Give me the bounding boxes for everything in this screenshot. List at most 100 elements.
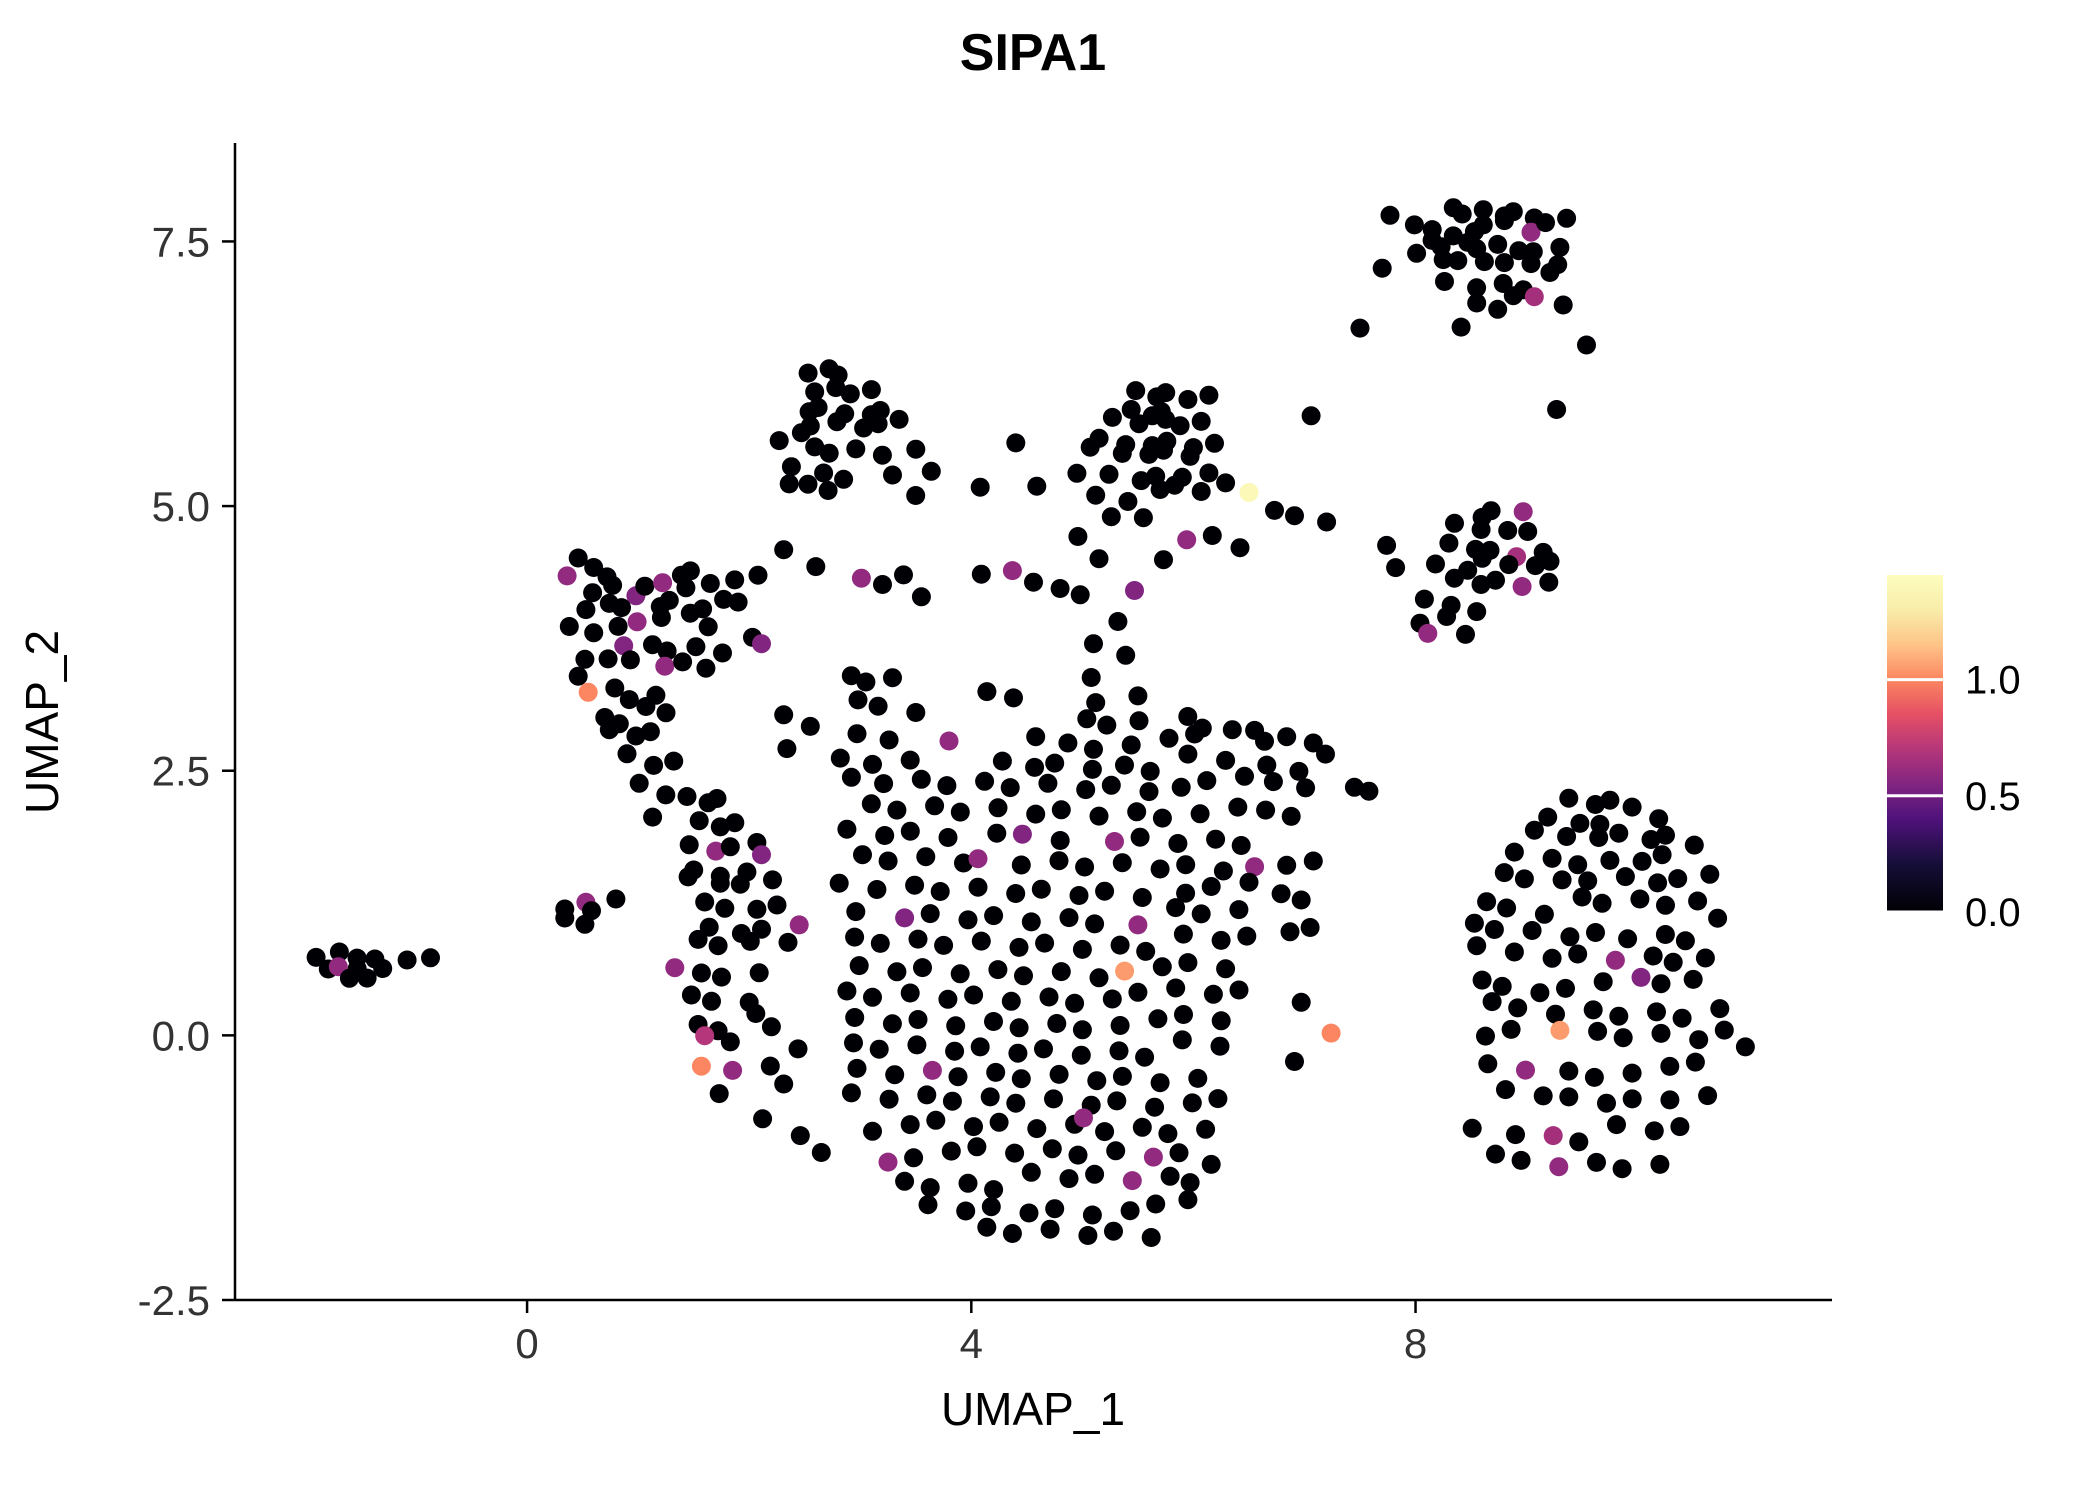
data-point	[948, 1067, 968, 1087]
data-point	[617, 744, 637, 764]
data-point	[1045, 1199, 1065, 1219]
data-point	[1087, 1071, 1107, 1091]
data-point	[598, 649, 618, 669]
data-point	[906, 703, 926, 722]
data-point	[1494, 863, 1514, 883]
data-point	[1498, 521, 1518, 540]
data-point	[1404, 215, 1424, 235]
data-point	[984, 1180, 1004, 1200]
data-point	[778, 932, 798, 952]
data-point	[1560, 927, 1580, 947]
data-point	[841, 767, 861, 787]
data-point	[1006, 1093, 1026, 1113]
data-point	[1009, 937, 1029, 957]
data-point	[1174, 1005, 1193, 1024]
data-point	[575, 649, 595, 669]
data-point	[1159, 728, 1179, 748]
data-point	[945, 1041, 965, 1061]
data-point	[1222, 720, 1242, 740]
colorbar-tick-label: 1.0	[1965, 659, 2021, 703]
data-point	[1076, 780, 1096, 800]
data-point	[1521, 222, 1541, 242]
data-point	[980, 1087, 1000, 1107]
data-point	[1689, 1030, 1709, 1050]
data-point	[643, 635, 662, 655]
data-point	[1467, 602, 1487, 622]
data-point	[1027, 476, 1047, 496]
data-point	[1524, 820, 1544, 840]
data-point	[608, 616, 628, 636]
data-point	[306, 947, 326, 967]
data-point	[968, 849, 988, 869]
data-point	[920, 904, 940, 924]
data-point	[1116, 645, 1136, 665]
data-point	[1652, 845, 1672, 865]
data-point	[1121, 735, 1141, 755]
data-point	[875, 826, 895, 845]
data-point	[853, 845, 872, 865]
data-point	[904, 1148, 924, 1168]
data-point	[696, 658, 716, 678]
data-point	[576, 600, 596, 620]
data-point	[805, 382, 825, 402]
data-point	[1512, 577, 1532, 596]
data-point	[913, 958, 932, 978]
data-point	[958, 910, 978, 930]
data-point	[1095, 1122, 1115, 1142]
data-point	[1044, 1089, 1063, 1109]
data-point	[1477, 892, 1497, 912]
data-point	[1660, 1090, 1680, 1110]
data-point	[1171, 777, 1191, 797]
data-point	[1202, 526, 1222, 545]
data-point	[1605, 950, 1625, 970]
data-point	[763, 870, 782, 890]
data-point	[1011, 855, 1031, 875]
data-point	[879, 730, 899, 750]
data-point	[971, 564, 991, 584]
colorbar-gradient	[1887, 575, 1943, 912]
data-point	[1539, 572, 1559, 592]
data-point	[1166, 898, 1186, 918]
data-point	[1078, 1226, 1098, 1245]
data-point	[1213, 861, 1233, 881]
data-point	[950, 964, 970, 984]
data-point	[1289, 761, 1309, 781]
data-point	[847, 724, 867, 744]
data-point	[644, 755, 664, 775]
data-point	[1622, 1063, 1642, 1083]
data-point	[1533, 1086, 1553, 1106]
data-point	[1039, 987, 1059, 1007]
data-point	[620, 650, 640, 670]
data-point	[846, 902, 866, 922]
data-point	[779, 474, 799, 494]
data-point	[1609, 823, 1629, 843]
data-point	[688, 929, 708, 949]
data-point	[555, 908, 575, 928]
data-point	[1478, 1054, 1498, 1074]
data-point	[805, 437, 825, 457]
data-point	[1472, 970, 1492, 990]
colorbar-ticks: 1.0 0.5 0.0	[1887, 659, 2021, 935]
data-point	[1112, 443, 1132, 463]
data-point	[917, 1085, 937, 1105]
data-point	[900, 1115, 920, 1135]
data-point	[906, 439, 926, 459]
data-point	[1110, 935, 1130, 955]
data-point	[1050, 579, 1070, 598]
data-point	[1216, 959, 1236, 979]
data-point	[1448, 251, 1468, 271]
data-point	[1538, 807, 1558, 827]
data-point	[1655, 925, 1675, 944]
x-axis-label: UMAP_1	[941, 1383, 1125, 1435]
data-point	[926, 1110, 946, 1130]
data-point	[1534, 904, 1554, 924]
data-point	[846, 439, 866, 459]
data-point	[1471, 575, 1491, 594]
data-point	[691, 963, 711, 983]
y-tick-label: 2.5	[152, 748, 210, 795]
data-point	[698, 617, 718, 637]
data-point	[1644, 1121, 1664, 1141]
data-point	[1069, 886, 1089, 905]
data-point	[1550, 1020, 1570, 1040]
data-point	[1670, 1117, 1690, 1137]
